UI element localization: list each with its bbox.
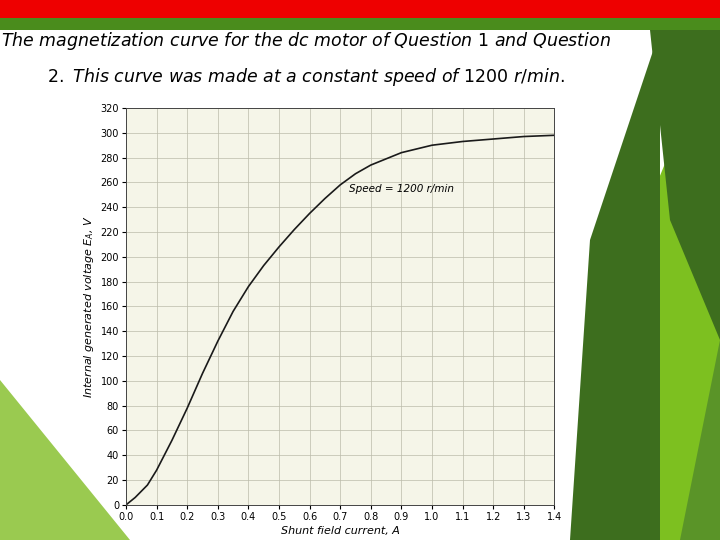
Polygon shape: [0, 380, 130, 540]
Polygon shape: [650, 30, 720, 340]
Text: $\mathbf{\it{2.}}\ \it{This\ curve\ was\ made\ at\ a\ constant\ speed\ of\ 1200\: $\mathbf{\it{2.}}\ \it{This\ curve\ was\…: [47, 65, 565, 87]
Polygon shape: [610, 340, 720, 540]
Text: $\it{The\ magnetization\ curve\ for\ the\ dc\ motor\ of\ }\mathbf{\it{Question\ : $\it{The\ magnetization\ curve\ for\ the…: [1, 30, 611, 52]
Bar: [0, 0, 720, 18]
Y-axis label: Internal generated voltage $E_A$, V: Internal generated voltage $E_A$, V: [82, 215, 96, 398]
Text: Speed = 1200 r/min: Speed = 1200 r/min: [349, 184, 454, 194]
Bar: [0, 30, 620, 80]
Polygon shape: [600, 30, 720, 540]
X-axis label: Shunt field current, A: Shunt field current, A: [281, 526, 400, 536]
Polygon shape: [570, 30, 660, 540]
Bar: [0, 18, 720, 30]
